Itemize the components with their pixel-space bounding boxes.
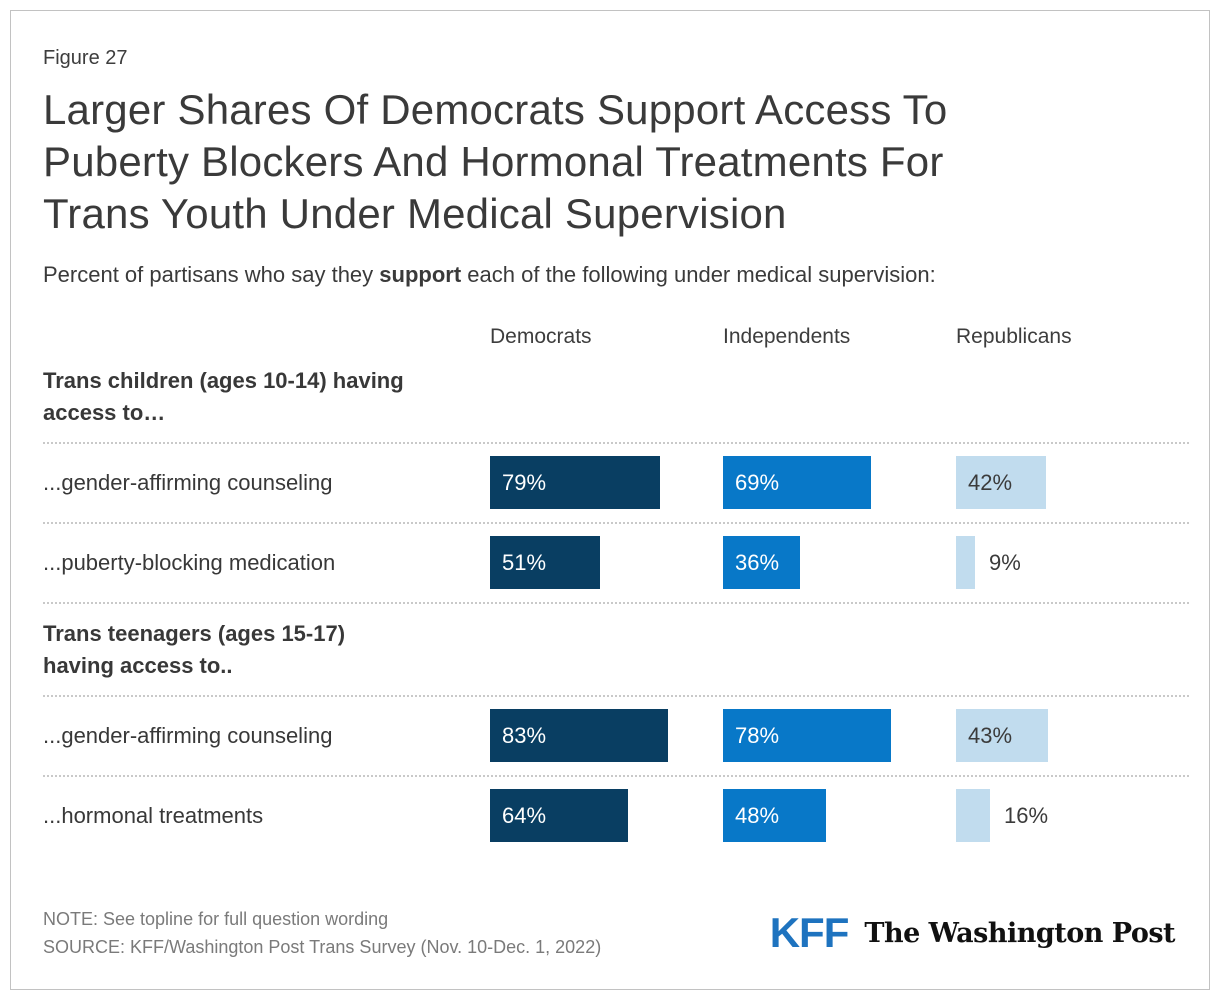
bar-value-label: 43%: [968, 722, 1013, 748]
bar-republicans: 42%: [956, 456, 1046, 509]
bar-cell: 16%: [956, 789, 1189, 842]
footer: NOTE: See topline for full question word…: [43, 905, 1175, 961]
table-row: ...gender-affirming counseling 83% 78% 4…: [43, 695, 1189, 775]
bar-independents: 48%: [723, 789, 826, 842]
chart-subtitle: Percent of partisans who say they suppor…: [43, 258, 1073, 291]
bar-value-label: 36%: [735, 549, 780, 575]
bar-cell: 48%: [723, 789, 956, 842]
bar-cell: 36%: [723, 536, 956, 589]
bar-democrats: 79%: [490, 456, 660, 509]
column-header-republicans: Republicans: [956, 325, 1072, 348]
bar-republicans: 16%: [956, 789, 1048, 842]
bar-value-label: 64%: [502, 802, 547, 828]
bar-democrats: 51%: [490, 536, 600, 589]
row-label: ...puberty-blocking medication: [43, 549, 336, 575]
column-header-independents: Independents: [723, 325, 851, 348]
section-header-line: Trans children (ages 10-14) having: [43, 368, 404, 393]
title-line-1: Larger Shares Of Democrats Support Acces…: [43, 86, 948, 133]
section-header-line: Trans teenagers (ages 15-17): [43, 621, 346, 646]
washington-post-logo: The Washington Post: [864, 917, 1175, 949]
bar-republicans: 43%: [956, 709, 1048, 762]
section-header-trans-children: Trans children (ages 10-14) having acces…: [43, 365, 1189, 442]
figure-number: Figure 27: [43, 47, 128, 69]
bar-independents: 36%: [723, 536, 800, 589]
bar-republicans: 9%: [956, 536, 1021, 589]
bar-independents: 69%: [723, 456, 871, 509]
bar-value-label: 78%: [735, 722, 780, 748]
bar-value-label: 51%: [502, 549, 547, 575]
bar-cell: 83%: [490, 709, 723, 762]
source-text: SOURCE: KFF/Washington Post Trans Survey…: [43, 937, 602, 957]
kff-logo: KFF: [769, 909, 850, 956]
title-line-2: Puberty Blockers And Hormonal Treatments…: [43, 138, 944, 185]
bar-cell: 79%: [490, 456, 723, 509]
bar-value-label: 16%: [1004, 802, 1049, 828]
row-label: ...hormonal treatments: [43, 802, 264, 828]
page-title: Larger Shares Of Democrats Support Acces…: [43, 84, 1177, 240]
table-row: ...hormonal treatments 64% 48% 16%: [43, 775, 1189, 855]
bar-cell: 43%: [956, 709, 1189, 762]
subtitle-suffix: each of the following under medical supe…: [461, 262, 936, 287]
table-row: ...puberty-blocking medication 51% 36% 9…: [43, 522, 1189, 602]
subtitle-bold-word: support: [379, 262, 462, 287]
bar-value-label: 9%: [989, 549, 1021, 575]
bar-cell: 42%: [956, 456, 1189, 509]
footnotes: NOTE: See topline for full question word…: [43, 905, 601, 961]
column-headers: Democrats Independents Republicans: [43, 325, 1189, 349]
bar-cell: 69%: [723, 456, 956, 509]
bar-cell: 78%: [723, 709, 956, 762]
subtitle-prefix: Percent of partisans who say they: [43, 262, 380, 287]
column-header-spacer: [43, 325, 490, 326]
section-header-line: access to…: [43, 400, 166, 425]
bar-chart: Democrats Independents Republicans Trans…: [11, 325, 1209, 855]
bar-cell: 51%: [490, 536, 723, 589]
bar-value-label: 79%: [502, 469, 547, 495]
bar-cell: 9%: [956, 536, 1189, 589]
bar-value-label: 69%: [735, 469, 780, 495]
bar-democrats: 64%: [490, 789, 628, 842]
section-header-trans-teenagers: Trans teenagers (ages 15-17) having acce…: [43, 602, 1189, 695]
section-header-line: having access to..: [43, 653, 233, 678]
logos: KFF The Washington Post: [769, 909, 1176, 957]
table-row: ...gender-affirming counseling 79% 69% 4…: [43, 442, 1189, 522]
bar-value-label: 83%: [502, 722, 547, 748]
note-text: NOTE: See topline for full question word…: [43, 909, 389, 929]
title-line-3: Trans Youth Under Medical Supervision: [43, 190, 787, 237]
column-header-democrats: Democrats: [490, 325, 592, 348]
bar-democrats: 83%: [490, 709, 668, 762]
figure-card: Figure 27 Larger Shares Of Democrats Sup…: [10, 10, 1210, 990]
bar-value-label: 48%: [735, 802, 780, 828]
bar-value-label: 42%: [968, 469, 1013, 495]
row-label: ...gender-affirming counseling: [43, 722, 333, 748]
row-label: ...gender-affirming counseling: [43, 469, 333, 495]
bar-cell: 64%: [490, 789, 723, 842]
bar-independents: 78%: [723, 709, 891, 762]
